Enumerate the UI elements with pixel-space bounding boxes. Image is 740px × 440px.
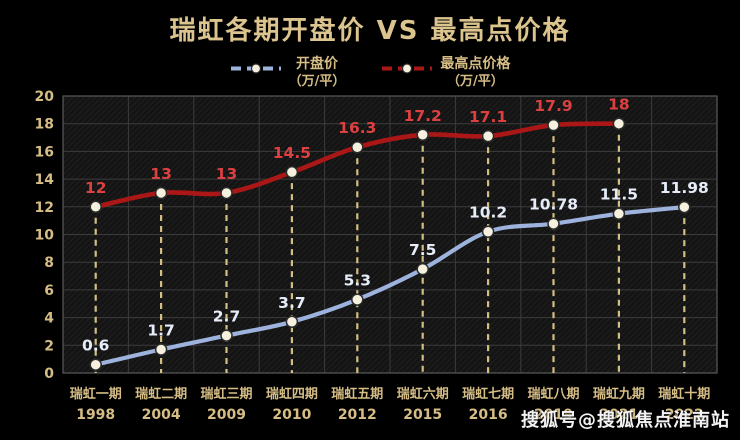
svg-text:2004: 2004 bbox=[142, 407, 181, 423]
svg-text:2022: 2022 bbox=[665, 407, 704, 423]
svg-text:瑞虹六期: 瑞虹六期 bbox=[397, 386, 449, 402]
svg-text:2021: 2021 bbox=[599, 407, 638, 423]
svg-text:11.98: 11.98 bbox=[660, 179, 709, 197]
peak-price-line-marker-icon bbox=[381, 60, 433, 90]
svg-text:4: 4 bbox=[44, 311, 54, 327]
legend-unit-peak-price: （万/平） bbox=[447, 74, 504, 89]
svg-text:2016: 2016 bbox=[469, 407, 508, 423]
svg-text:瑞虹十期: 瑞虹十期 bbox=[658, 386, 710, 402]
svg-text:12: 12 bbox=[35, 200, 54, 216]
svg-text:8: 8 bbox=[44, 255, 54, 271]
svg-text:14: 14 bbox=[35, 172, 55, 188]
svg-text:2015: 2015 bbox=[403, 407, 442, 423]
svg-text:16.3: 16.3 bbox=[338, 119, 376, 137]
gridlines bbox=[62, 95, 718, 374]
svg-text:1998: 1998 bbox=[76, 407, 115, 423]
svg-text:13: 13 bbox=[216, 165, 238, 183]
svg-text:2010: 2010 bbox=[272, 407, 311, 423]
svg-text:12: 12 bbox=[85, 179, 107, 197]
svg-text:0: 0 bbox=[44, 366, 54, 382]
svg-text:瑞虹五期: 瑞虹五期 bbox=[331, 386, 383, 402]
svg-text:13: 13 bbox=[150, 165, 172, 183]
svg-text:2.7: 2.7 bbox=[213, 308, 240, 326]
svg-text:16: 16 bbox=[35, 144, 54, 160]
watermark: 搜狐号@搜狐焦点淮南站 bbox=[521, 410, 730, 431]
svg-text:18: 18 bbox=[608, 96, 630, 114]
value-labels: 0.6 1.7 2.7 3.7 5.3 7.5 10.2 10.78 11.5 11.98 12 13… bbox=[82, 96, 709, 355]
svg-text:17.1: 17.1 bbox=[469, 108, 507, 126]
legend-label-open-price: 开盘价 bbox=[296, 56, 338, 72]
svg-text:2009: 2009 bbox=[207, 407, 246, 423]
legend-unit-open-price: （万/平） bbox=[288, 74, 346, 89]
svg-text:6: 6 bbox=[44, 283, 54, 299]
svg-text:20: 20 bbox=[35, 89, 55, 105]
legend-item-peak-price: 最高点价格 （万/平） bbox=[381, 56, 510, 90]
svg-text:2019: 2019 bbox=[534, 407, 573, 423]
chart-title: 瑞虹各期开盘价 VS 最高点价格 bbox=[169, 16, 571, 46]
svg-text:10.2: 10.2 bbox=[469, 204, 507, 222]
svg-text:11.5: 11.5 bbox=[600, 186, 638, 204]
y-axis-ticks: 0 2 4 6 8 10 12 14 16 18 20 bbox=[35, 89, 55, 382]
svg-text:瑞虹四期: 瑞虹四期 bbox=[266, 386, 318, 402]
open-price-line-marker-icon bbox=[230, 60, 282, 90]
svg-text:2: 2 bbox=[44, 338, 54, 354]
svg-text:2012: 2012 bbox=[338, 407, 377, 423]
series-open-price-line bbox=[93, 205, 687, 367]
svg-text:0.6: 0.6 bbox=[82, 337, 109, 355]
svg-text:瑞虹七期: 瑞虹七期 bbox=[462, 386, 514, 402]
legend-label-peak-price: 最高点价格 bbox=[440, 56, 511, 72]
legend-item-open-price: 开盘价 （万/平） bbox=[230, 56, 346, 90]
svg-text:18: 18 bbox=[35, 117, 54, 133]
svg-text:17.2: 17.2 bbox=[404, 107, 442, 125]
svg-text:10.78: 10.78 bbox=[529, 196, 578, 214]
svg-text:瑞虹三期: 瑞虹三期 bbox=[200, 386, 252, 402]
data-point-markers bbox=[89, 117, 691, 371]
svg-text:瑞虹八期: 瑞虹八期 bbox=[527, 386, 579, 402]
svg-text:瑞虹二期: 瑞虹二期 bbox=[135, 386, 187, 402]
svg-text:瑞虹一期: 瑞虹一期 bbox=[70, 386, 122, 402]
svg-text:10: 10 bbox=[35, 228, 55, 244]
svg-text:3.7: 3.7 bbox=[278, 294, 305, 312]
svg-text:1.7: 1.7 bbox=[147, 321, 174, 339]
svg-text:17.9: 17.9 bbox=[534, 97, 572, 115]
svg-text:5.3: 5.3 bbox=[344, 272, 371, 290]
svg-text:7.5: 7.5 bbox=[409, 241, 436, 259]
svg-text:14.5: 14.5 bbox=[273, 144, 311, 162]
legend: 开盘价 （万/平） 最高点价格 （万/平） bbox=[0, 56, 740, 90]
svg-text:瑞虹九期: 瑞虹九期 bbox=[593, 386, 645, 402]
droplines bbox=[94, 123, 686, 373]
x-axis-labels: 瑞虹一期 1998 瑞虹二期 2004 瑞虹三期 2009 瑞虹四期 2010 瑞虹五期 2012… bbox=[70, 386, 711, 423]
